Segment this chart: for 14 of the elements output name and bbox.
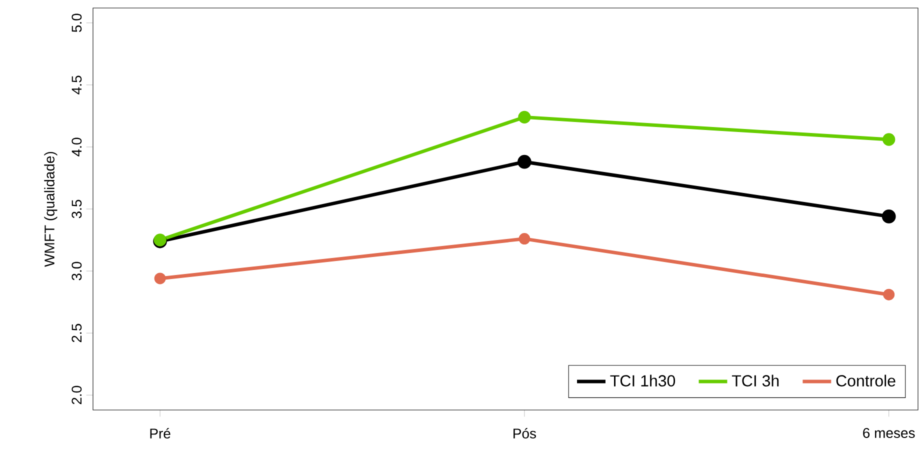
legend-label: TCI 3h [732, 374, 779, 386]
y-tick-label: 3.5 [72, 200, 82, 218]
y-tick-label: 2.5 [72, 324, 82, 342]
y-tick-label: 4.5 [72, 76, 82, 94]
y-tick-label: 4.0 [72, 138, 82, 156]
y-tick-label: 5.0 [72, 14, 82, 32]
legend-label: Controle [836, 374, 896, 386]
x-tick-label: Pós [514, 428, 536, 438]
x-tick-label: 6 meses [863, 428, 915, 438]
legend-label: TCI 1h30 [610, 374, 676, 386]
y-axis-title: WMFT (qualidade) [44, 152, 58, 267]
x-tick-label: Pré [150, 428, 170, 438]
y-tick-label: 3.0 [72, 262, 82, 280]
y-tick-label: 2.0 [72, 386, 82, 404]
